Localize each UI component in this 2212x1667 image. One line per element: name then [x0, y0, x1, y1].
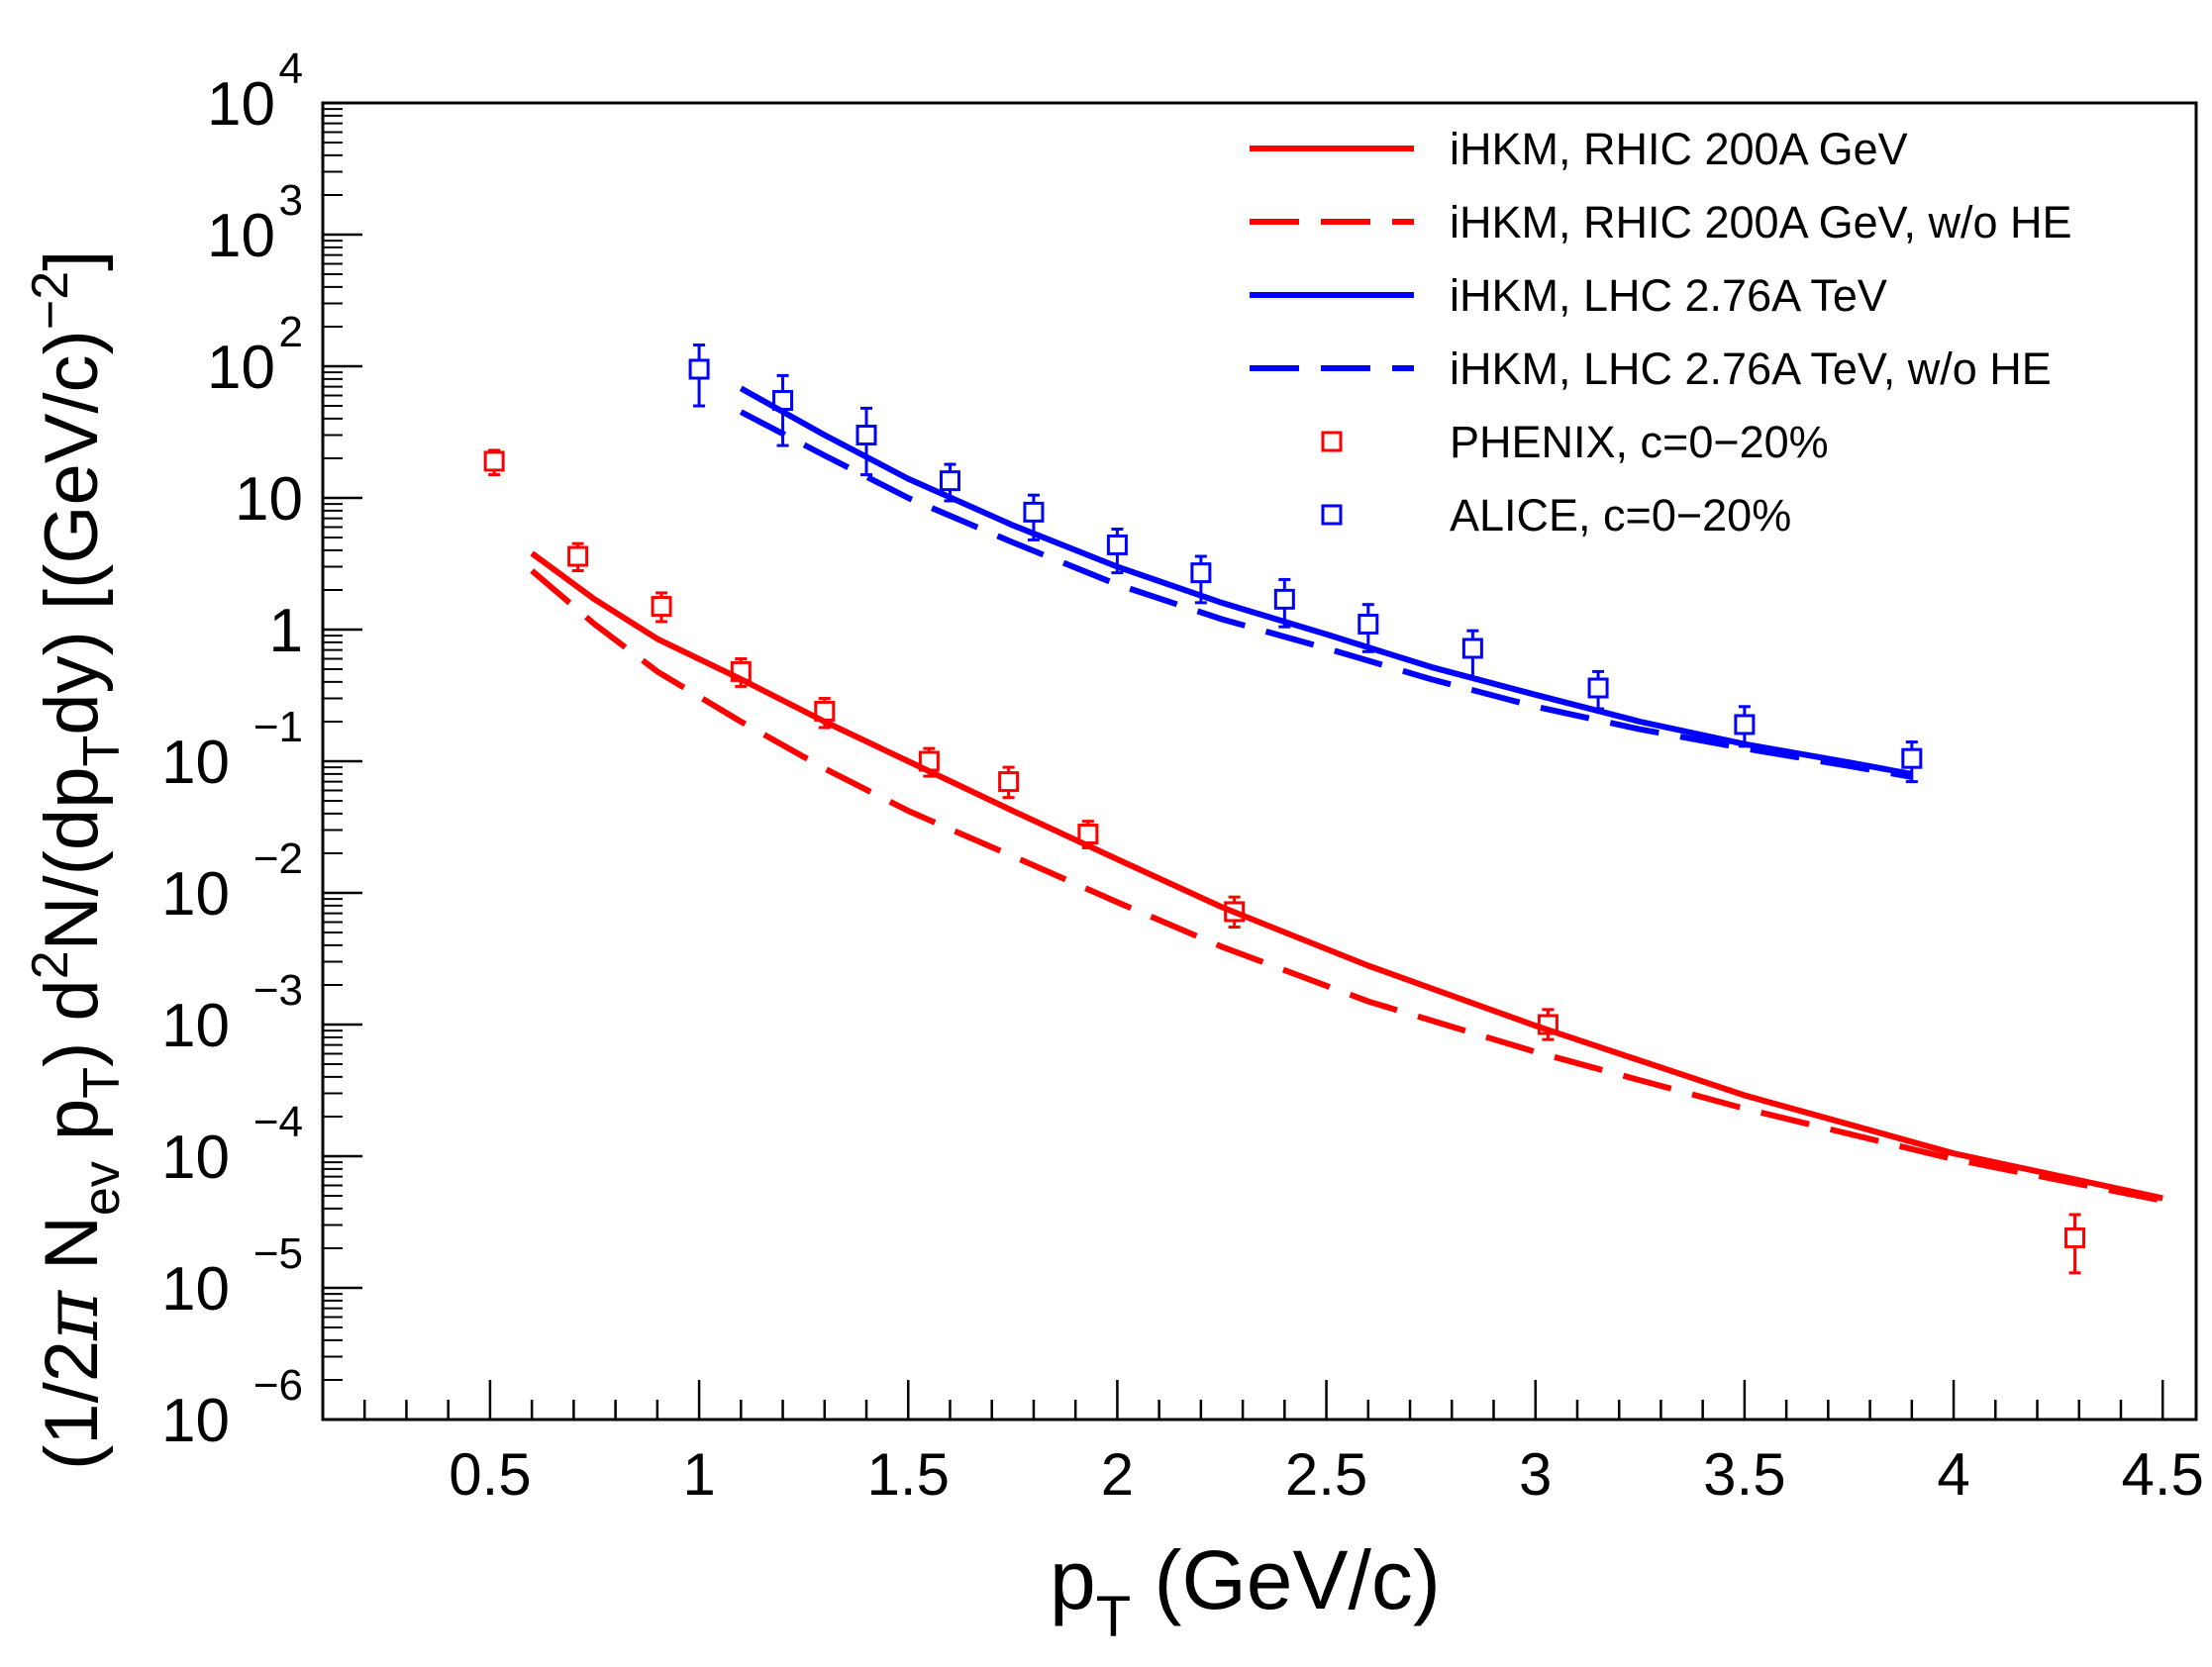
legend: iHKM, RHIC 200A GeV iHKM, RHIC 200A GeV, …	[1250, 124, 2072, 540]
legend-label: iHKM, RHIC 200A GeV	[1450, 124, 1908, 174]
y-tick-label: 10	[161, 1255, 230, 1324]
x-tick-label: 0.5	[449, 1441, 531, 1508]
y-tick-label-exponent: 4	[279, 45, 303, 93]
data-point	[1106, 534, 1128, 555]
data-point	[1023, 501, 1045, 523]
y-tick-label: 10	[161, 992, 230, 1060]
x-tick-label: 1.5	[867, 1441, 950, 1508]
legend-label: iHKM, LHC 2.76A TeV, w/o HE	[1450, 343, 2052, 394]
data-point	[2064, 1226, 2086, 1248]
y-tick-label: 10	[235, 465, 303, 534]
x-tick-labels: 0.5 1 1.5 2 2.5 3 3.5 4 4.5	[449, 1441, 2204, 1508]
data-point	[688, 358, 710, 380]
x-tick-label: 3.5	[1703, 1441, 1785, 1508]
legend-label: PHENIX, c=0−20%	[1450, 417, 1829, 467]
data-point	[939, 470, 960, 492]
y-tick-label: 10	[161, 729, 230, 797]
data-point	[1537, 1014, 1558, 1035]
y-title-sup-minus2: −2	[22, 271, 79, 330]
data-point	[814, 700, 836, 722]
y-axis-title: (1/2π Nev pT) d2N/(dpTdy) [(GeV/c)−2]	[22, 250, 131, 1470]
legend-label: iHKM, RHIC 200A GeV, w/o HE	[1450, 197, 2072, 247]
y-title-sub-ev: ev	[73, 1161, 131, 1216]
data-point	[567, 545, 589, 567]
y-tick-label-exponent: −3	[253, 966, 303, 1015]
x-axis-title-main: p	[1050, 1533, 1096, 1626]
y-title-part: ) d	[30, 979, 114, 1067]
data-point	[772, 390, 794, 412]
data-point	[1190, 562, 1212, 584]
data-point	[1734, 714, 1756, 735]
x-axis-title: pT (GeV/c)	[1050, 1533, 1441, 1649]
data-point	[483, 450, 505, 472]
series-line-1	[530, 568, 2163, 1204]
y-tick-label-exponent: −4	[253, 1098, 303, 1146]
data-point	[1273, 588, 1295, 610]
y-title-sub-t: T	[73, 1067, 131, 1099]
y-title-part: N/(dp	[30, 767, 114, 951]
data-point	[1901, 747, 1923, 769]
data-point	[998, 771, 1020, 793]
legend-label: iHKM, LHC 2.76A TeV	[1450, 270, 1887, 321]
data-point	[1461, 637, 1483, 659]
series-line-0	[530, 550, 2163, 1202]
x-tick-label: 4.5	[2122, 1441, 2204, 1508]
data-point	[651, 596, 672, 618]
y-tick-label: 10	[207, 70, 275, 139]
y-title-part: ]	[30, 250, 114, 271]
y-tick-label-exponent: −1	[253, 703, 303, 751]
series-layer	[483, 343, 2163, 1275]
x-axis-title-subscript: T	[1096, 1585, 1131, 1649]
y-title-sup-2: 2	[22, 950, 79, 979]
axis-ticks	[321, 101, 2164, 1422]
y-tick-label: 10	[161, 1387, 230, 1455]
y-title-part: (1/2	[30, 1340, 114, 1470]
y-tick-label: 10	[161, 860, 230, 929]
data-point	[855, 425, 877, 446]
data-point	[1077, 824, 1099, 845]
y-tick-label-exponent: −5	[253, 1229, 303, 1278]
x-tick-label: 1	[682, 1441, 715, 1508]
y-tick-label: 10	[207, 334, 275, 402]
data-point	[1357, 613, 1379, 635]
data-point	[1587, 677, 1609, 699]
y-tick-label: 1	[269, 597, 303, 665]
legend-marker	[1321, 504, 1343, 526]
y-title-part: dy) [(GeV/c)	[30, 330, 114, 735]
series-line-3	[739, 409, 1913, 780]
x-tick-label: 3	[1519, 1441, 1552, 1508]
y-title-part: N	[30, 1216, 114, 1291]
y-tick-label-exponent: −2	[253, 834, 303, 883]
x-tick-label: 2	[1101, 1441, 1134, 1508]
y-tick-label: 10	[161, 1124, 230, 1192]
x-tick-label: 4	[1937, 1441, 1969, 1508]
y-title-part: p	[30, 1099, 114, 1161]
x-axis-title-rest: (GeV/c)	[1131, 1533, 1441, 1626]
y-tick-label: 10	[207, 202, 275, 270]
data-point	[1224, 901, 1246, 923]
y-tick-label-exponent: 2	[279, 308, 303, 356]
data-point	[730, 660, 752, 682]
data-point	[918, 750, 940, 772]
x-tick-label: 2.5	[1285, 1441, 1367, 1508]
y-tick-label-exponent: 3	[279, 176, 303, 225]
y-title-pi: π	[27, 1289, 115, 1341]
legend-label: ALICE, c=0−20%	[1450, 490, 1791, 540]
y-title-sub-t: T	[73, 735, 131, 767]
legend-marker	[1321, 431, 1343, 452]
y-tick-label-exponent: −6	[253, 1361, 303, 1410]
